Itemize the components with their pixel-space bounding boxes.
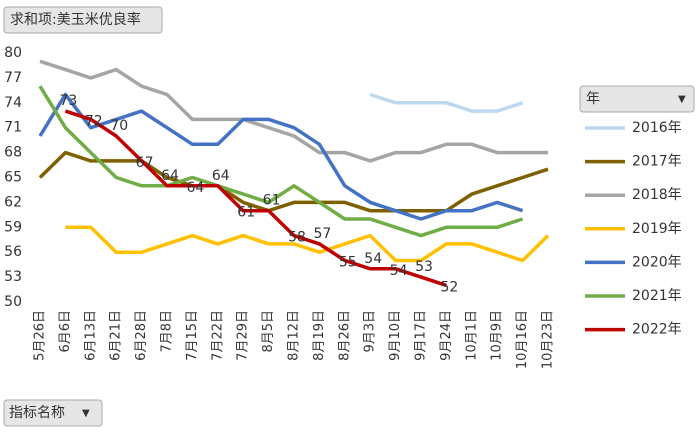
data-label: 64 [212,168,230,184]
axis-field: 指标名称 [9,405,65,421]
x-tick-label: 6月21日 [109,310,124,361]
legend-label: 2016年 [632,120,682,136]
x-tick-label: 9月10日 [388,310,403,361]
data-label: 73 [59,93,77,109]
y-tick-label: 59 [4,219,22,235]
data-label: 53 [415,259,433,275]
legend-title: 年 [586,91,600,107]
series-line [38,92,524,221]
series-line [65,225,550,263]
data-label: 57 [313,226,331,242]
x-tick-label: 6月6日 [58,310,73,353]
x-tick-label: 7月15日 [185,310,200,361]
data-label: 64 [186,180,204,196]
x-tick-label: 10月16日 [515,310,530,369]
series-line [369,92,524,113]
y-tick-label: 56 [4,244,22,260]
legend-label: 2019年 [632,221,682,237]
legend-label: 2022年 [632,322,682,338]
y-tick-label: 53 [4,269,22,285]
x-tick-label: 7月22日 [210,310,225,361]
data-label: 55 [339,255,357,271]
x-tick-label: 9月24日 [439,310,454,361]
x-tick-label: 5月26日 [33,310,48,361]
x-tick-label: 8月26日 [337,310,352,361]
y-tick-label: 80 [4,45,22,61]
legend-label: 2018年 [632,187,682,203]
x-tick-label: 10月9日 [490,310,505,361]
data-label: 70 [110,118,128,134]
legend-label: 2021年 [632,288,682,304]
x-tick-label: 7月8日 [160,310,175,353]
dropdown-arrow: ▼ [678,94,686,105]
y-tick-label: 65 [4,170,22,186]
legend-label: 2020年 [632,254,682,270]
x-tick-label: 6月28日 [134,310,149,361]
x-tick-label: 9月3日 [363,310,378,353]
dropdown-arrow: ▼ [82,408,90,419]
data-label: 54 [364,251,382,267]
x-tick-label: 10月23日 [541,310,556,369]
series-line [39,59,548,163]
data-label: 67 [136,155,154,171]
x-tick-label: 7月29日 [236,310,251,361]
x-tick-label: 8月5日 [261,310,276,353]
y-tick-label: 74 [4,95,22,111]
data-label: 54 [390,263,408,279]
series-line [38,85,524,238]
data-label: 72 [85,113,103,129]
data-label: 61 [237,205,255,221]
data-label: 58 [288,230,306,246]
data-label: 52 [440,279,458,295]
x-tick-label: 6月13日 [83,310,98,361]
x-tick-label: 10月1日 [464,310,479,361]
y-tick-label: 71 [4,120,22,136]
y-tick-label: 62 [4,194,22,210]
y-tick-label: 68 [4,145,22,161]
series-line [38,150,549,213]
x-tick-label: 9月17日 [414,310,429,361]
legend-filter[interactable] [579,85,695,113]
legend-label: 2017年 [632,154,682,170]
data-label: 64 [161,168,179,184]
y-tick-label: 50 [4,294,22,310]
field-title: 求和项:美玉米优良率 [10,11,141,28]
y-tick-label: 77 [4,70,22,86]
x-tick-label: 8月12日 [287,310,302,361]
axis-filter[interactable] [3,399,103,427]
field-button[interactable] [3,6,163,34]
data-label: 61 [263,193,281,209]
series-line [64,109,447,288]
x-tick-label: 8月19日 [312,310,327,361]
